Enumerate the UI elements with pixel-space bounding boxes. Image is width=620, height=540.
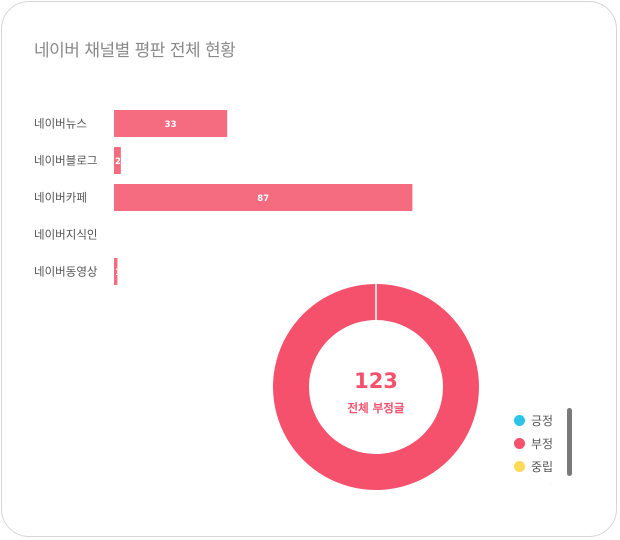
bar-category-label: 네이버블로그 bbox=[34, 154, 97, 168]
legend-item-irrelevant[interactable]: 무관 bbox=[514, 479, 570, 484]
legend-dot-irrelevant bbox=[514, 483, 525, 484]
legend-item-negative[interactable]: 부정 bbox=[514, 433, 570, 453]
donut-center-label: 전체 부정글 bbox=[348, 401, 405, 415]
donut-legend: 긍정 부정 중립 무관 bbox=[514, 410, 570, 484]
bar-category-label: 네이버카페 bbox=[34, 191, 87, 205]
bar-value-label: 1 bbox=[115, 268, 121, 278]
legend-dot-neutral bbox=[514, 460, 525, 472]
bar-category-label: 네이버뉴스 bbox=[34, 117, 87, 131]
bar-category-label: 네이버지식인 bbox=[34, 228, 97, 242]
legend-dot-negative bbox=[514, 437, 525, 449]
legend-scrollbar[interactable] bbox=[567, 408, 572, 476]
legend-label-negative: 부정 bbox=[531, 436, 554, 451]
bar[interactable] bbox=[114, 184, 413, 211]
legend-label-positive: 긍정 bbox=[531, 413, 554, 428]
donut-slice[interactable] bbox=[272, 284, 479, 490]
bar[interactable] bbox=[114, 110, 228, 137]
bar[interactable] bbox=[114, 147, 121, 174]
bar-value-label: 2 bbox=[115, 157, 121, 167]
legend-item-neutral[interactable]: 중립 bbox=[514, 456, 570, 476]
bar-value-label: 33 bbox=[165, 120, 177, 130]
donut-chart: 123 전체 부정글 bbox=[272, 283, 479, 490]
legend-label-irrelevant: 무관 bbox=[531, 481, 553, 485]
bar-value-label: 87 bbox=[257, 194, 269, 204]
legend-item-positive[interactable]: 긍정 bbox=[514, 410, 570, 430]
legend-label-neutral: 중립 bbox=[531, 459, 554, 474]
bar[interactable] bbox=[114, 258, 118, 285]
bar-category-label: 네이버동영상 bbox=[34, 265, 98, 279]
chart-title: 네이버 채널별 평판 전체 현황 bbox=[34, 41, 236, 61]
donut-center-value: 123 bbox=[354, 369, 398, 393]
legend-dot-positive bbox=[514, 414, 525, 426]
